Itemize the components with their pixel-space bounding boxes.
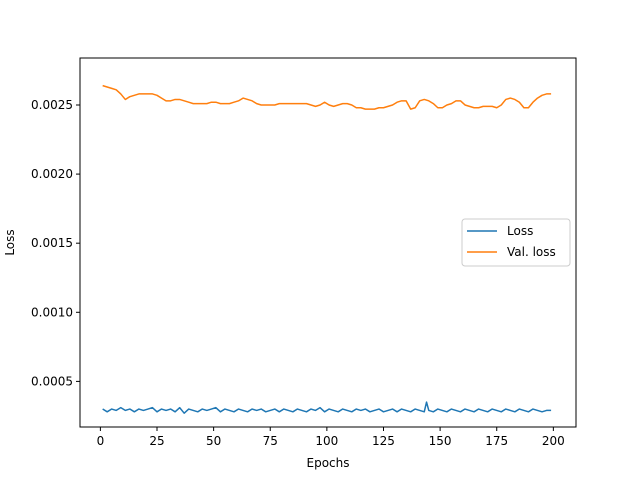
legend-label-val-loss: Val. loss — [507, 245, 556, 259]
y-tick-label: 0.0020 — [31, 167, 73, 181]
y-axis-label: Loss — [3, 229, 17, 255]
plot-frame — [79, 57, 577, 428]
y-tick-label: 0.0025 — [31, 98, 73, 112]
x-tick-label: 25 — [149, 434, 164, 448]
x-tick-label: 200 — [542, 434, 565, 448]
x-tick-label: 125 — [372, 434, 395, 448]
y-tick-label: 0.0010 — [31, 305, 73, 319]
x-tick-label: 175 — [485, 434, 508, 448]
plot-lines — [102, 84, 552, 414]
x-tick-label: 50 — [206, 434, 221, 448]
x-axis-ticks: 0 25 50 75 100 125 150 175 200 — [97, 427, 565, 448]
x-tick-label: 150 — [429, 434, 452, 448]
y-axis-ticks: 0.0005 0.0010 0.0015 0.0020 0.0025 — [31, 98, 80, 388]
x-axis-label: Epochs — [307, 456, 350, 470]
legend: Loss Val. loss — [461, 218, 571, 267]
x-tick-label: 0 — [97, 434, 105, 448]
x-tick-label: 75 — [263, 434, 278, 448]
series-line-val-loss — [102, 84, 552, 110]
series-line-loss — [102, 401, 552, 414]
legend-label-loss: Loss — [507, 224, 533, 238]
y-tick-label: 0.0015 — [31, 236, 73, 250]
y-tick-label: 0.0005 — [31, 374, 73, 388]
x-tick-label: 100 — [315, 434, 338, 448]
